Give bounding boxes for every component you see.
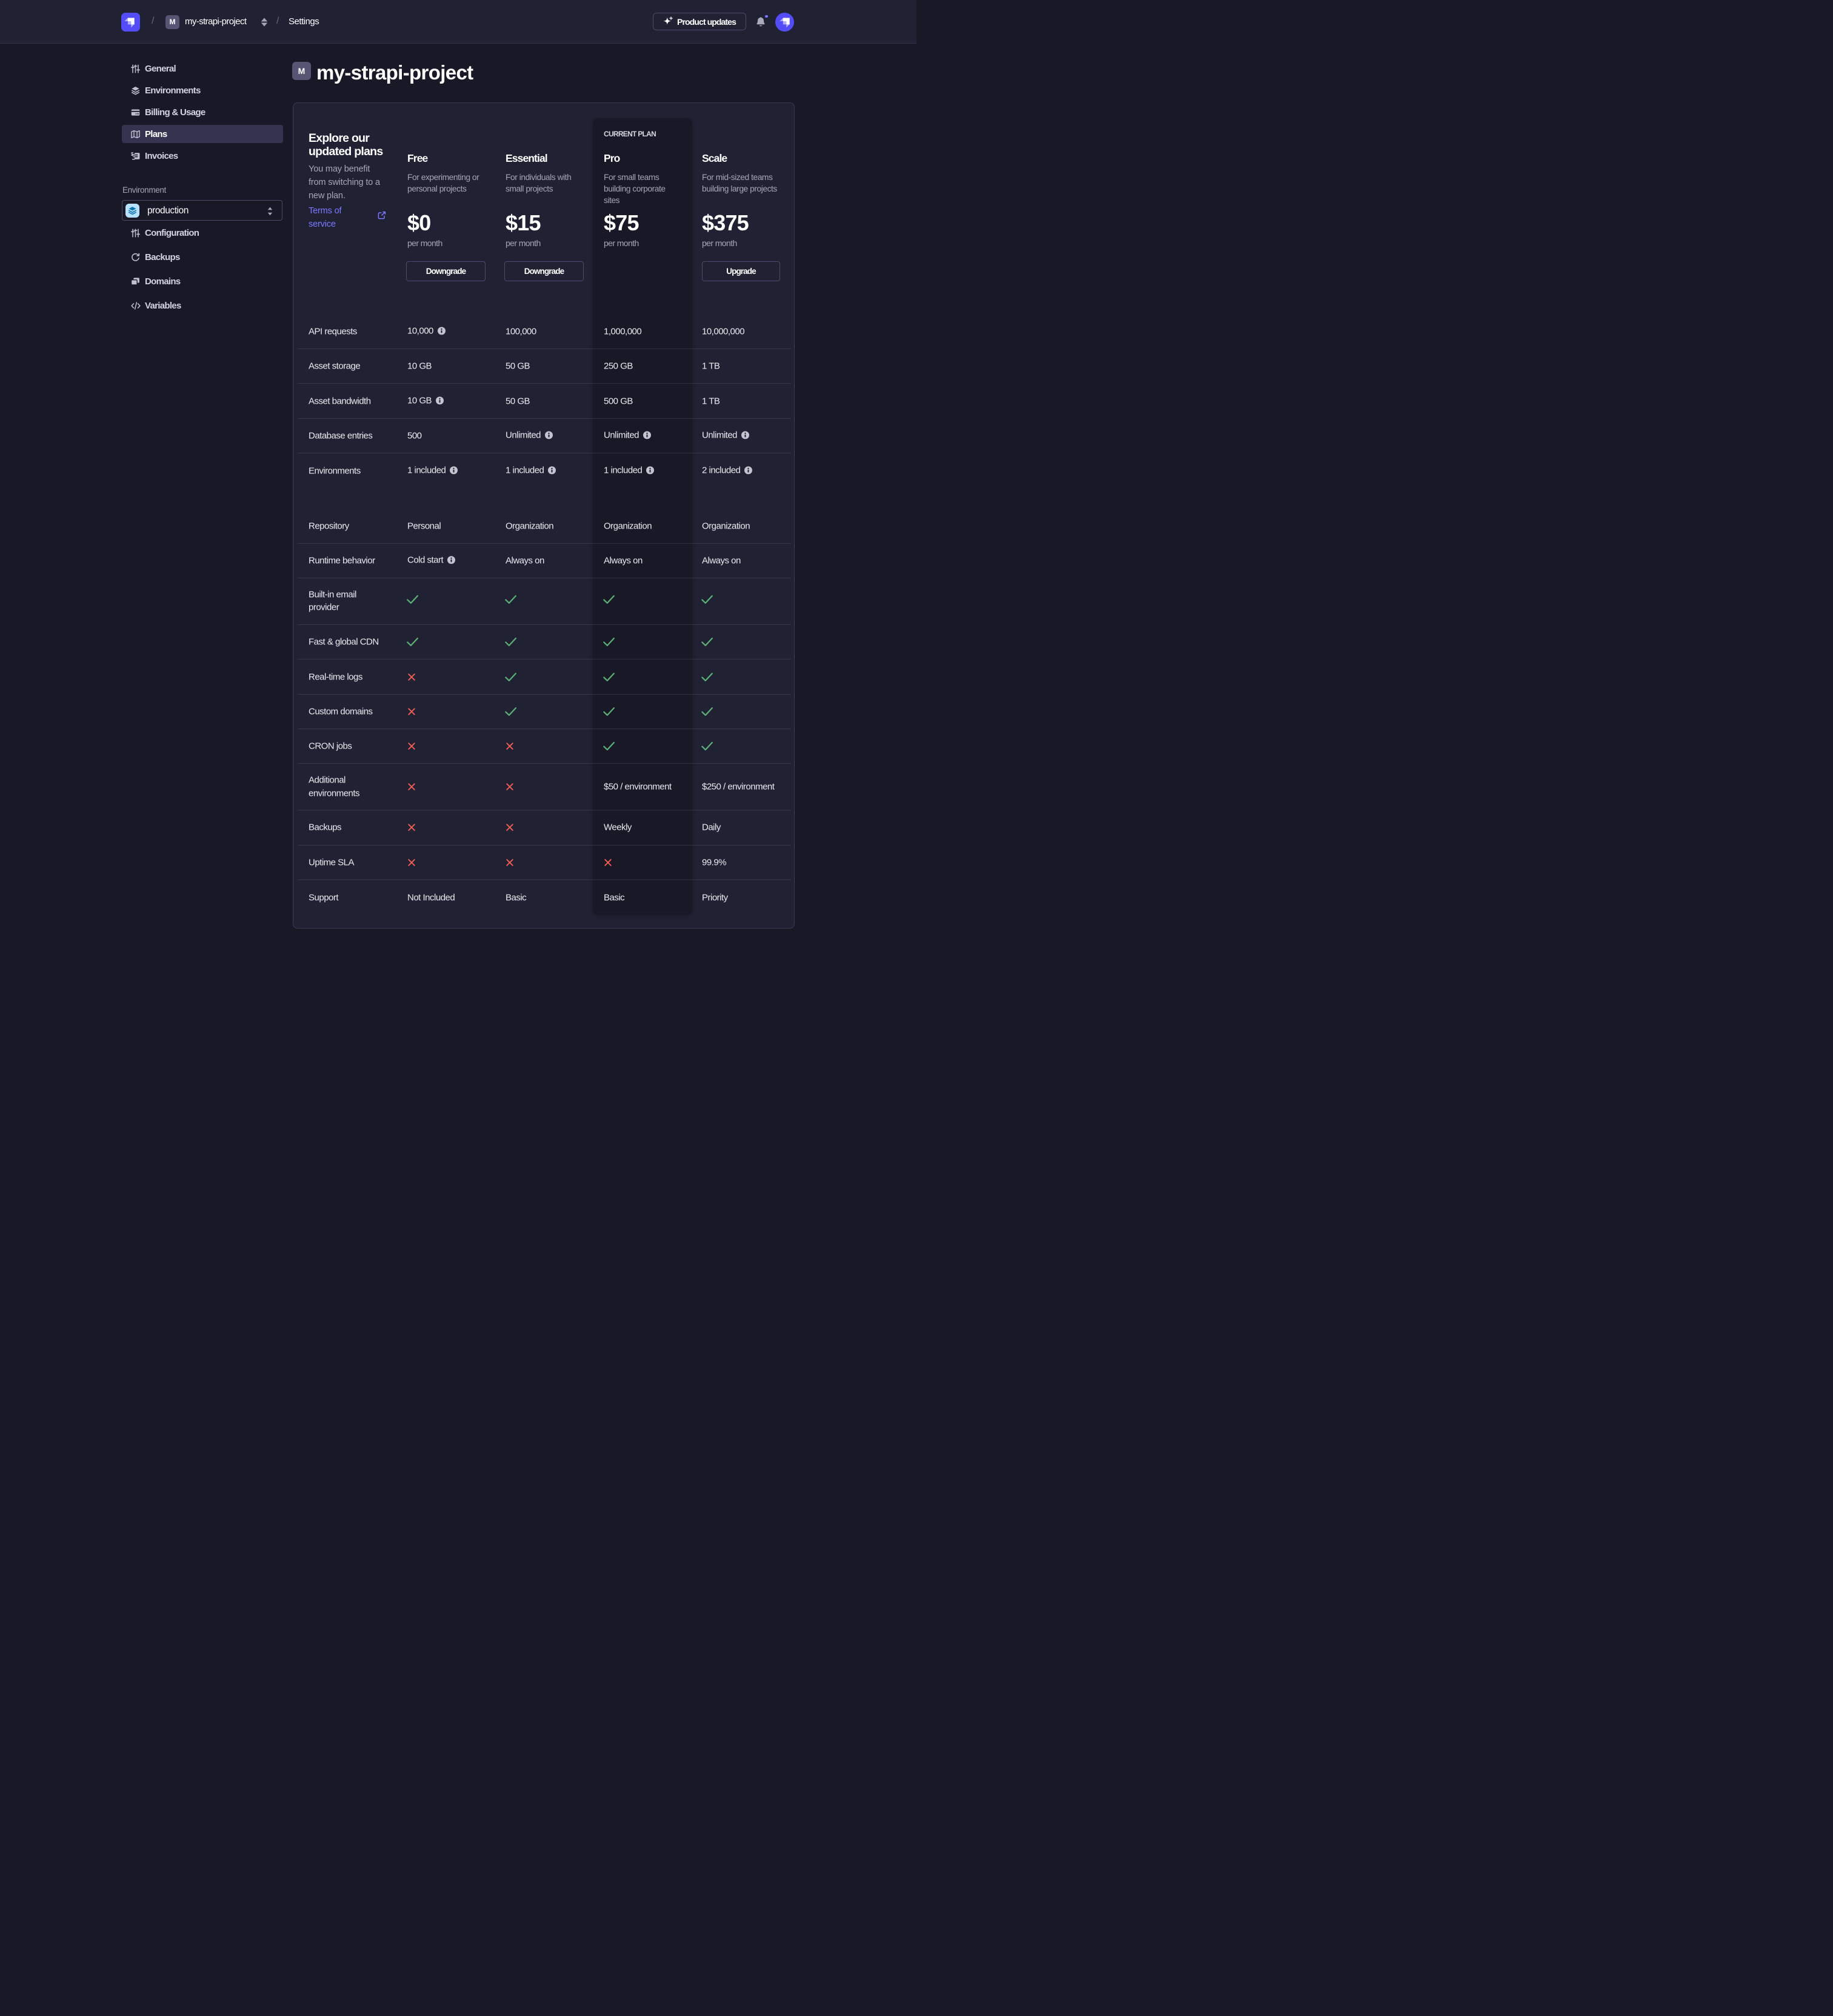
svg-text:$: $ bbox=[131, 152, 134, 157]
